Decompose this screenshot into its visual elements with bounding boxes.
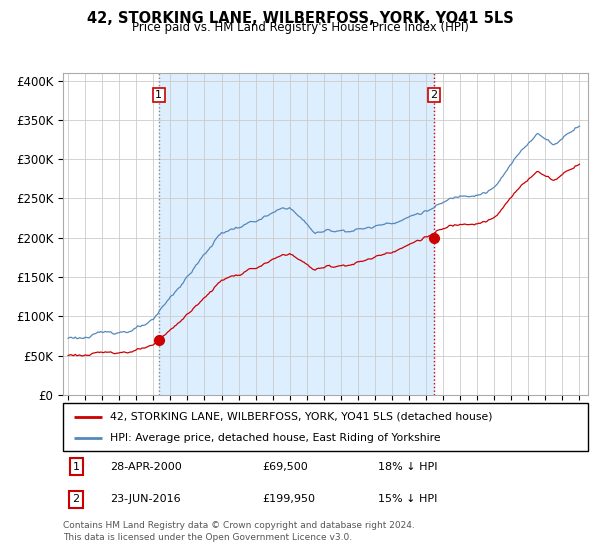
- Text: Price paid vs. HM Land Registry's House Price Index (HPI): Price paid vs. HM Land Registry's House …: [131, 21, 469, 34]
- Text: 23-JUN-2016: 23-JUN-2016: [110, 494, 181, 505]
- Text: £199,950: £199,950: [263, 494, 316, 505]
- Text: 1: 1: [73, 461, 80, 472]
- Text: HPI: Average price, detached house, East Riding of Yorkshire: HPI: Average price, detached house, East…: [110, 433, 441, 444]
- Text: Contains HM Land Registry data © Crown copyright and database right 2024.
This d: Contains HM Land Registry data © Crown c…: [63, 521, 415, 542]
- Text: 2: 2: [73, 494, 80, 505]
- Text: 1: 1: [155, 90, 162, 100]
- Text: 42, STORKING LANE, WILBERFOSS, YORK, YO41 5LS (detached house): 42, STORKING LANE, WILBERFOSS, YORK, YO4…: [110, 412, 493, 422]
- Text: 15% ↓ HPI: 15% ↓ HPI: [378, 494, 437, 505]
- Text: £69,500: £69,500: [263, 461, 308, 472]
- Bar: [159, 73, 434, 395]
- Text: 42, STORKING LANE, WILBERFOSS, YORK, YO41 5LS: 42, STORKING LANE, WILBERFOSS, YORK, YO4…: [86, 11, 514, 26]
- Text: 28-APR-2000: 28-APR-2000: [110, 461, 182, 472]
- Text: 2: 2: [431, 90, 437, 100]
- Text: 18% ↓ HPI: 18% ↓ HPI: [378, 461, 437, 472]
